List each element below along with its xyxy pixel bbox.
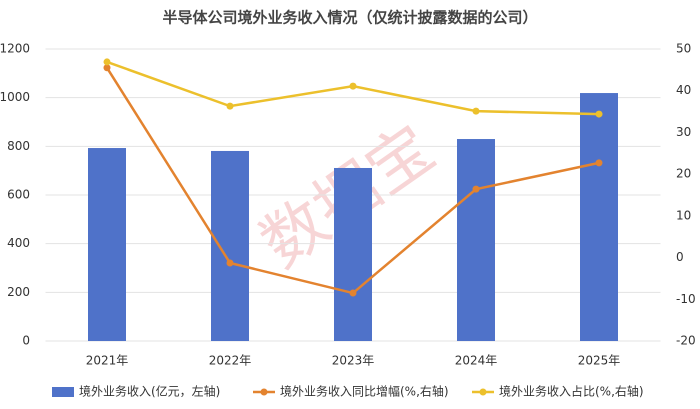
x-tick-label: 2022年	[209, 354, 252, 368]
y2-tick-label: 30	[676, 125, 691, 139]
y2-tick-label: -10	[676, 292, 696, 306]
point	[226, 102, 234, 110]
y2-tick-label: 50	[676, 42, 691, 56]
point	[595, 110, 603, 118]
y2-tick-label: -20	[676, 334, 696, 348]
bar	[211, 150, 249, 341]
point	[103, 58, 111, 66]
x-tick-label: 2023年	[332, 354, 375, 368]
y2-tick-label: 40	[676, 83, 691, 97]
bar	[334, 167, 372, 341]
point	[595, 159, 603, 167]
legend-label: 境外业务收入(亿元，左轴)	[79, 384, 220, 399]
y2-tick-label: 10	[676, 208, 691, 222]
x-tick-label: 2025年	[578, 354, 621, 368]
bar	[88, 148, 126, 341]
point	[349, 289, 357, 297]
y2-tick-label: 20	[676, 167, 691, 181]
legend-label: 境外业务收入同比增幅(%,右轴)	[280, 384, 449, 399]
bar	[580, 93, 618, 341]
legend-swatch	[52, 387, 74, 397]
point	[226, 259, 234, 267]
chart-title: 半导体公司境外业务收入情况（仅统计披露数据的公司）	[162, 9, 537, 27]
point	[472, 107, 480, 115]
point	[472, 185, 480, 193]
x-tick-label: 2021年	[86, 354, 129, 368]
y-tick-label: 800	[7, 139, 30, 153]
y-tick-label: 1000	[0, 90, 30, 104]
legend-swatch	[260, 388, 268, 396]
y-tick-label: 1200	[0, 42, 30, 56]
x-tick-label: 2024年	[455, 354, 498, 368]
legend-label: 境外业务收入占比(%,右轴)	[499, 384, 644, 399]
y-tick-label: 0	[22, 334, 30, 348]
point	[103, 64, 111, 72]
y-tick-label: 200	[7, 285, 30, 299]
y-tick-label: 400	[7, 236, 30, 250]
legend-swatch	[479, 388, 487, 396]
point	[349, 82, 357, 90]
y2-tick-label: 0	[676, 250, 684, 264]
y-tick-label: 600	[7, 188, 30, 202]
bar	[457, 139, 495, 341]
